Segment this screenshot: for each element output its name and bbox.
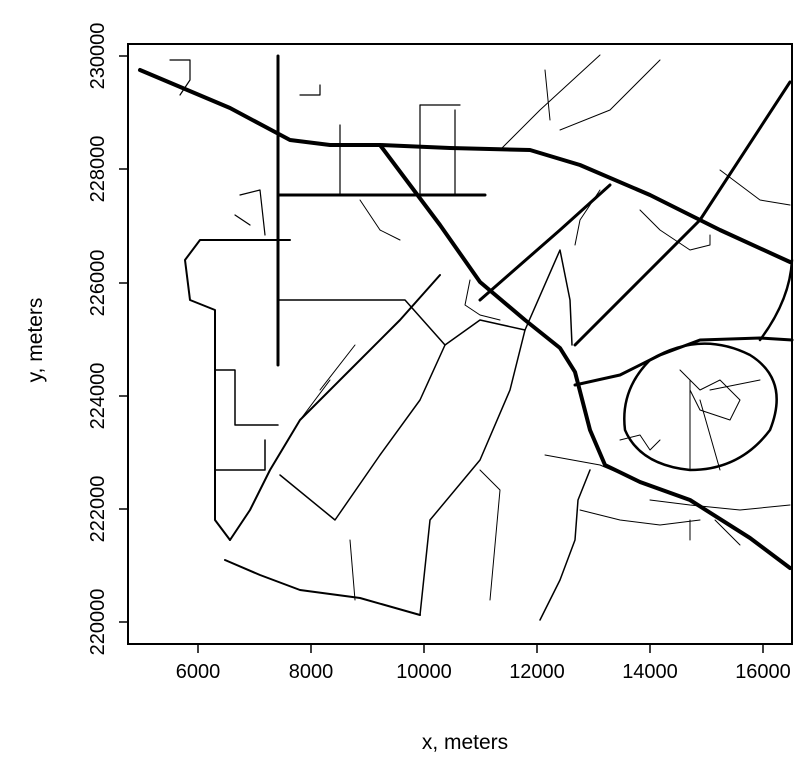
minor-road-16 [679, 369, 741, 421]
parcel-boundary-1 [277, 299, 446, 521]
minor-road-18 [689, 519, 741, 546]
road-network [138, 54, 794, 621]
y-tick-label: 222000 [87, 476, 109, 543]
y-axis: 220000 222000 224000 226000 228000 23000… [24, 23, 128, 656]
minor-road-8 [574, 189, 601, 246]
minor-road-20 [619, 434, 661, 451]
x-tick-label: 10000 [396, 661, 452, 683]
road-diagonal-ne-2 [573, 80, 792, 347]
x-axis-title: x, meters [422, 731, 508, 754]
x-tick-label: 14000 [622, 661, 678, 683]
road-southeast [758, 258, 794, 342]
highway-main-diagonal [138, 68, 792, 570]
y-tick-label: 220000 [87, 589, 109, 656]
minor-road-7 [719, 169, 791, 206]
parcel-boundary-2 [419, 319, 526, 616]
road-west-loop [184, 239, 291, 541]
y-tick-label: 228000 [87, 136, 109, 203]
minor-road-13 [579, 509, 701, 526]
parcel-boundary-3 [524, 249, 573, 346]
minor-road-15 [464, 279, 501, 321]
minor-road-19 [299, 344, 356, 421]
y-tick-label: 230000 [87, 23, 109, 90]
minor-road-1 [339, 104, 456, 196]
x-tick-label: 8000 [289, 661, 334, 683]
y-axis-title: y, meters [24, 298, 47, 383]
minor-road-10 [479, 454, 641, 601]
minor-road-11 [539, 469, 591, 621]
x-tick-label: 12000 [509, 661, 565, 683]
y-tick-label: 224000 [87, 363, 109, 430]
minor-road-9 [639, 209, 711, 251]
road-southwest-curve [229, 274, 441, 541]
road-south-arc [224, 559, 421, 616]
plot-frame [127, 43, 793, 645]
x-tick-label: 6000 [176, 661, 221, 683]
y-tick-label: 226000 [87, 250, 109, 317]
minor-road-3 [234, 189, 266, 236]
minor-road-6 [559, 59, 661, 131]
minor-road-4 [169, 59, 191, 96]
minor-road-5 [499, 54, 601, 151]
minor-road-17 [689, 379, 761, 471]
road-west-box [214, 369, 279, 471]
road-ring [623, 342, 778, 472]
x-axis: 6000 8000 10000 12000 14000 16000 x, met… [176, 644, 791, 754]
highway-east-branch [378, 143, 792, 264]
minor-road-2 [299, 84, 461, 106]
x-tick-label: 16000 [735, 661, 791, 683]
minor-road-12 [649, 499, 791, 511]
minor-road-14 [349, 199, 401, 601]
